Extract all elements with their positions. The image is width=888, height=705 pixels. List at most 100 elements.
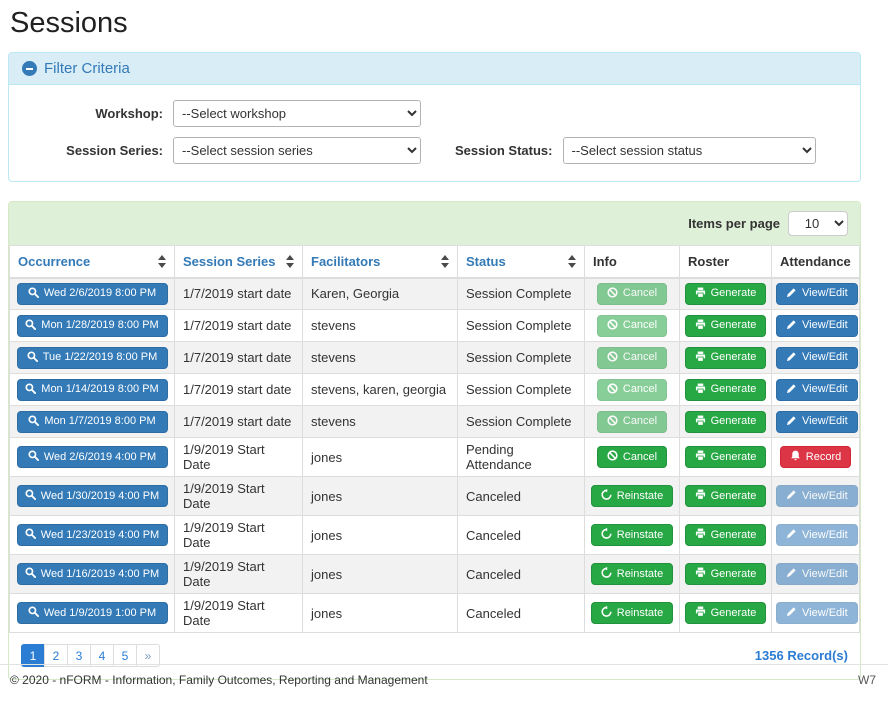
info-cell: Cancel [584,437,680,477]
sessions-table: Occurrence Session Series Facilitators S… [9,245,860,633]
column-header-facilitators[interactable]: Facilitators [302,245,458,279]
roster-button[interactable]: Generate [684,410,767,433]
printer-icon [695,528,706,542]
info-button: Cancel [596,282,668,305]
roster-cell: Generate [679,515,772,555]
undo-icon [601,528,612,542]
attendance-button[interactable]: View/Edit [776,410,858,433]
table-row: Wed 1/9/2019 1:00 PM 1/9/2019 Start Date… [9,593,860,633]
attendance-button[interactable]: View/Edit [776,282,858,305]
occurrence-button[interactable]: Mon 1/14/2019 8:00 PM [16,378,168,401]
session-status-select[interactable]: --Select session status [562,137,816,164]
info-button[interactable]: Reinstate [590,485,674,507]
status-cell: Session Complete [457,309,585,342]
info-button: Cancel [596,410,668,433]
occurrence-button[interactable]: Wed 1/9/2019 1:00 PM [16,602,168,624]
session-status-label: Session Status: [454,143,553,158]
workshop-label: Workshop: [95,106,163,121]
sort-icon[interactable] [441,254,449,268]
filter-criteria-header[interactable]: Filter Criteria [9,53,860,85]
info-button[interactable]: Reinstate [590,563,674,585]
roster-button[interactable]: Generate [684,602,767,624]
column-header-occurrence[interactable]: Occurrence [9,245,175,279]
occurrence-button[interactable]: Wed 1/23/2019 4:00 PM [16,524,168,546]
session-series-cell: 1/9/2019 Start Date [174,437,303,477]
roster-button[interactable]: Generate [684,346,767,369]
roster-button[interactable]: Generate [684,314,767,337]
info-button[interactable]: Reinstate [590,524,674,546]
search-icon [28,414,40,429]
attendance-button[interactable]: Record [779,446,852,468]
occurrence-button[interactable]: Tue 1/22/2019 8:00 PM [16,346,168,369]
info-button: Cancel [596,346,668,369]
page-title: Sessions [10,7,128,39]
page-footer: © 2020 - nFORM - Information, Family Out… [0,664,888,687]
facilitators-cell: jones [302,554,458,594]
roster-button[interactable]: Generate [684,524,767,546]
column-header-session-series[interactable]: Session Series [174,245,303,279]
column-header-label: Info [593,253,617,269]
attendance-cell: View/Edit [771,341,860,374]
session-series-select[interactable]: --Select session series [173,137,421,164]
occurrence-cell: Wed 1/9/2019 1:00 PM [9,593,175,633]
info-button[interactable]: Cancel [596,446,668,468]
attendance-cell: View/Edit [771,593,860,633]
roster-button[interactable]: Generate [684,563,767,585]
attendance-cell: View/Edit [771,554,860,594]
sort-icon[interactable] [568,254,576,268]
pencil-icon [786,287,797,301]
roster-button[interactable]: Generate [684,378,767,401]
roster-cell: Generate [679,309,772,342]
roster-cell: Generate [679,277,772,310]
pagination-next-button[interactable]: » [136,644,160,667]
info-button[interactable]: Reinstate [590,602,674,624]
printer-icon [695,319,706,333]
roster-button[interactable]: Generate [684,446,767,468]
occurrence-button[interactable]: Wed 2/6/2019 4:00 PM [16,446,168,468]
occurrence-cell: Wed 1/16/2019 4:00 PM [9,554,175,594]
workshop-field: Workshop: --Select workshop [23,100,435,127]
attendance-button: View/Edit [776,602,858,624]
attendance-cell: View/Edit [771,277,860,310]
session-series-cell: 1/9/2019 Start Date [174,554,303,594]
occurrence-button[interactable]: Wed 1/30/2019 4:00 PM [16,485,168,507]
occurrence-button[interactable]: Mon 1/7/2019 8:00 PM [16,410,168,433]
info-cell: Cancel [584,341,680,374]
table-row: Tue 1/22/2019 8:00 PM 1/7/2019 start dat… [9,341,860,374]
info-button: Cancel [596,378,668,401]
status-cell: Canceled [457,476,585,516]
pagination-page-button[interactable]: 4 [90,644,114,667]
search-icon [28,606,39,620]
undo-icon [601,567,612,581]
occurrence-cell: Wed 2/6/2019 8:00 PM [9,277,175,310]
search-icon [28,450,39,464]
search-icon [27,350,38,365]
roster-button[interactable]: Generate [684,282,767,305]
sessions-table-body: Wed 2/6/2019 8:00 PM 1/7/2019 start date… [9,277,860,633]
sort-icon[interactable] [286,254,294,268]
attendance-button[interactable]: View/Edit [776,314,858,337]
attendance-button: View/Edit [776,524,858,546]
info-button: Cancel [596,314,668,337]
record-count: 1356 Record(s) [754,648,848,663]
printer-icon [695,287,706,301]
occurrence-button[interactable]: Mon 1/28/2019 8:00 PM [16,314,168,337]
attendance-button[interactable]: View/Edit [776,378,858,401]
search-icon [25,382,37,397]
items-per-page-select[interactable]: 10 [788,211,848,236]
facilitators-cell: jones [302,515,458,555]
occurrence-button-label: Wed 1/30/2019 4:00 PM [40,489,160,502]
sort-icon[interactable] [158,254,166,268]
column-header-status[interactable]: Status [457,245,585,279]
occurrence-button-label: Mon 1/7/2019 8:00 PM [44,415,156,427]
column-header-attendance: Attendance [771,245,860,279]
workshop-select[interactable]: --Select workshop [173,100,421,127]
occurrence-button[interactable]: Wed 1/16/2019 4:00 PM [16,563,168,585]
column-header-roster: Roster [679,245,772,279]
roster-button[interactable]: Generate [684,485,767,507]
attendance-cell: View/Edit [771,405,860,438]
attendance-button[interactable]: View/Edit [776,346,858,369]
pencil-icon [786,351,797,365]
search-icon [25,318,37,333]
occurrence-button[interactable]: Wed 2/6/2019 8:00 PM [16,282,168,305]
